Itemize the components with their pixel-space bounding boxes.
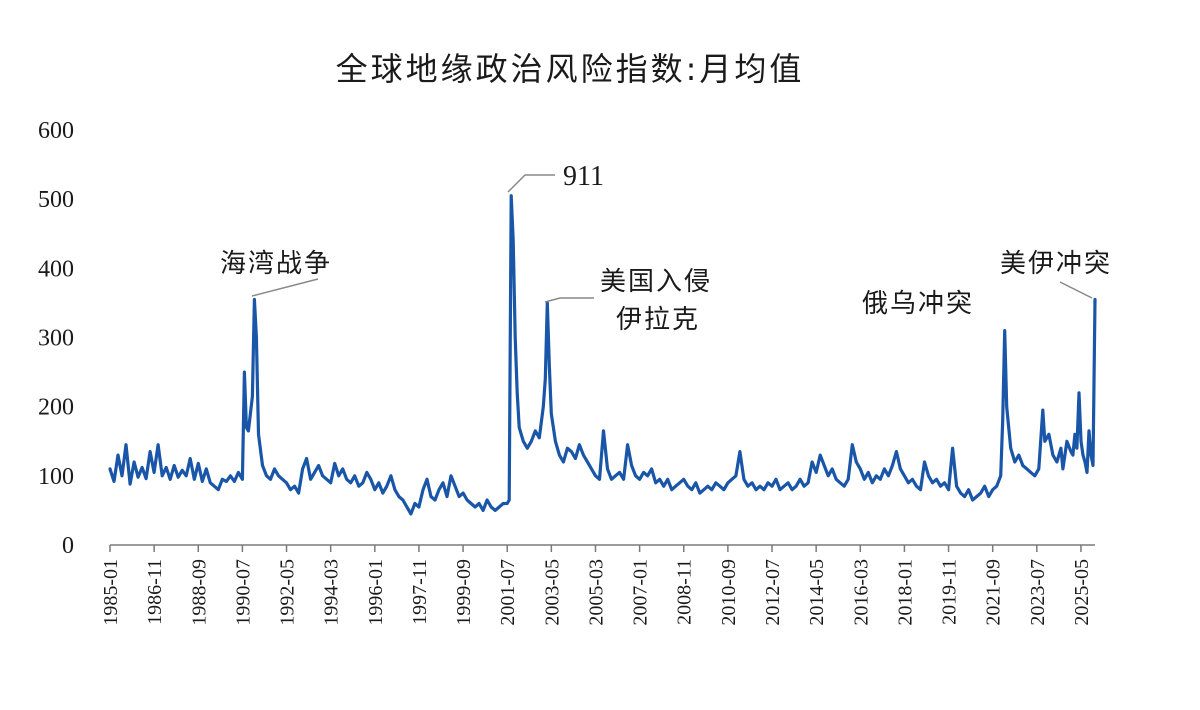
x-tick-label: 2016-03 [850, 559, 872, 626]
x-tick-label: 2014-05 [806, 559, 828, 626]
x-tick-label: 2001-07 [497, 559, 519, 626]
annotation-label: 美国入侵 [600, 267, 712, 297]
x-tick-label: 1994-03 [321, 559, 343, 626]
x-tick-label: 1997-11 [409, 559, 431, 625]
annotation-label-line2: 伊拉克 [616, 305, 700, 335]
annotation-label: 美伊冲突 [1000, 249, 1112, 279]
x-tick-label: 2010-09 [718, 559, 740, 626]
x-tick-label: 1985-01 [100, 559, 122, 626]
series-group [108, 194, 1097, 516]
annotation-leader-line [544, 297, 594, 303]
x-tick-label: 1988-09 [188, 559, 210, 626]
annotation-leader-line [507, 174, 555, 193]
y-tick-label: 300 [38, 326, 74, 352]
y-tick-label: 400 [38, 256, 74, 282]
y-tick-label: 100 [38, 464, 74, 490]
y-tick-label: 200 [38, 395, 74, 421]
x-tick-label: 2005-03 [585, 559, 607, 626]
x-tick-label: 2003-05 [541, 559, 563, 626]
x-tick-label: 1990-07 [232, 559, 254, 626]
annotation-label: 911 [563, 161, 604, 192]
x-tick-label: 1996-01 [365, 559, 387, 626]
x-axis: 1985-01 1986-11 1988-09 1990-07 1992-05 1994-… [100, 544, 1095, 626]
x-tick-label: 1986-11 [144, 559, 166, 625]
y-tick-label: 0 [62, 533, 74, 559]
x-tick-label: 2012-07 [762, 559, 784, 626]
x-tick-label: 2018-01 [894, 559, 916, 626]
chart-title: 全球地缘政治风险指数:月均值 [336, 50, 805, 88]
y-tick-label: 500 [38, 187, 74, 213]
x-tick-label: 2008-11 [674, 559, 696, 625]
x-tick-label: 2023-07 [1027, 559, 1049, 626]
x-tick-label: 2007-01 [630, 559, 652, 626]
y-axis: 0 100 200 300 400 500 600 [38, 118, 74, 559]
annotation-label: 海湾战争 [220, 249, 332, 279]
x-tick-label: 1999-09 [453, 559, 475, 626]
x-tick-label: 2025-05 [1071, 559, 1093, 626]
annotation-leader-line [1059, 281, 1093, 299]
annotation-label: 俄乌冲突 [862, 289, 974, 319]
series-line [108, 194, 1097, 516]
x-tick-label: 1992-05 [277, 559, 299, 626]
y-tick-label: 600 [38, 118, 74, 144]
x-tick-label: 2019-11 [939, 559, 961, 625]
annotation-leader-line [251, 278, 319, 297]
x-tick-label: 2021-09 [983, 559, 1005, 626]
